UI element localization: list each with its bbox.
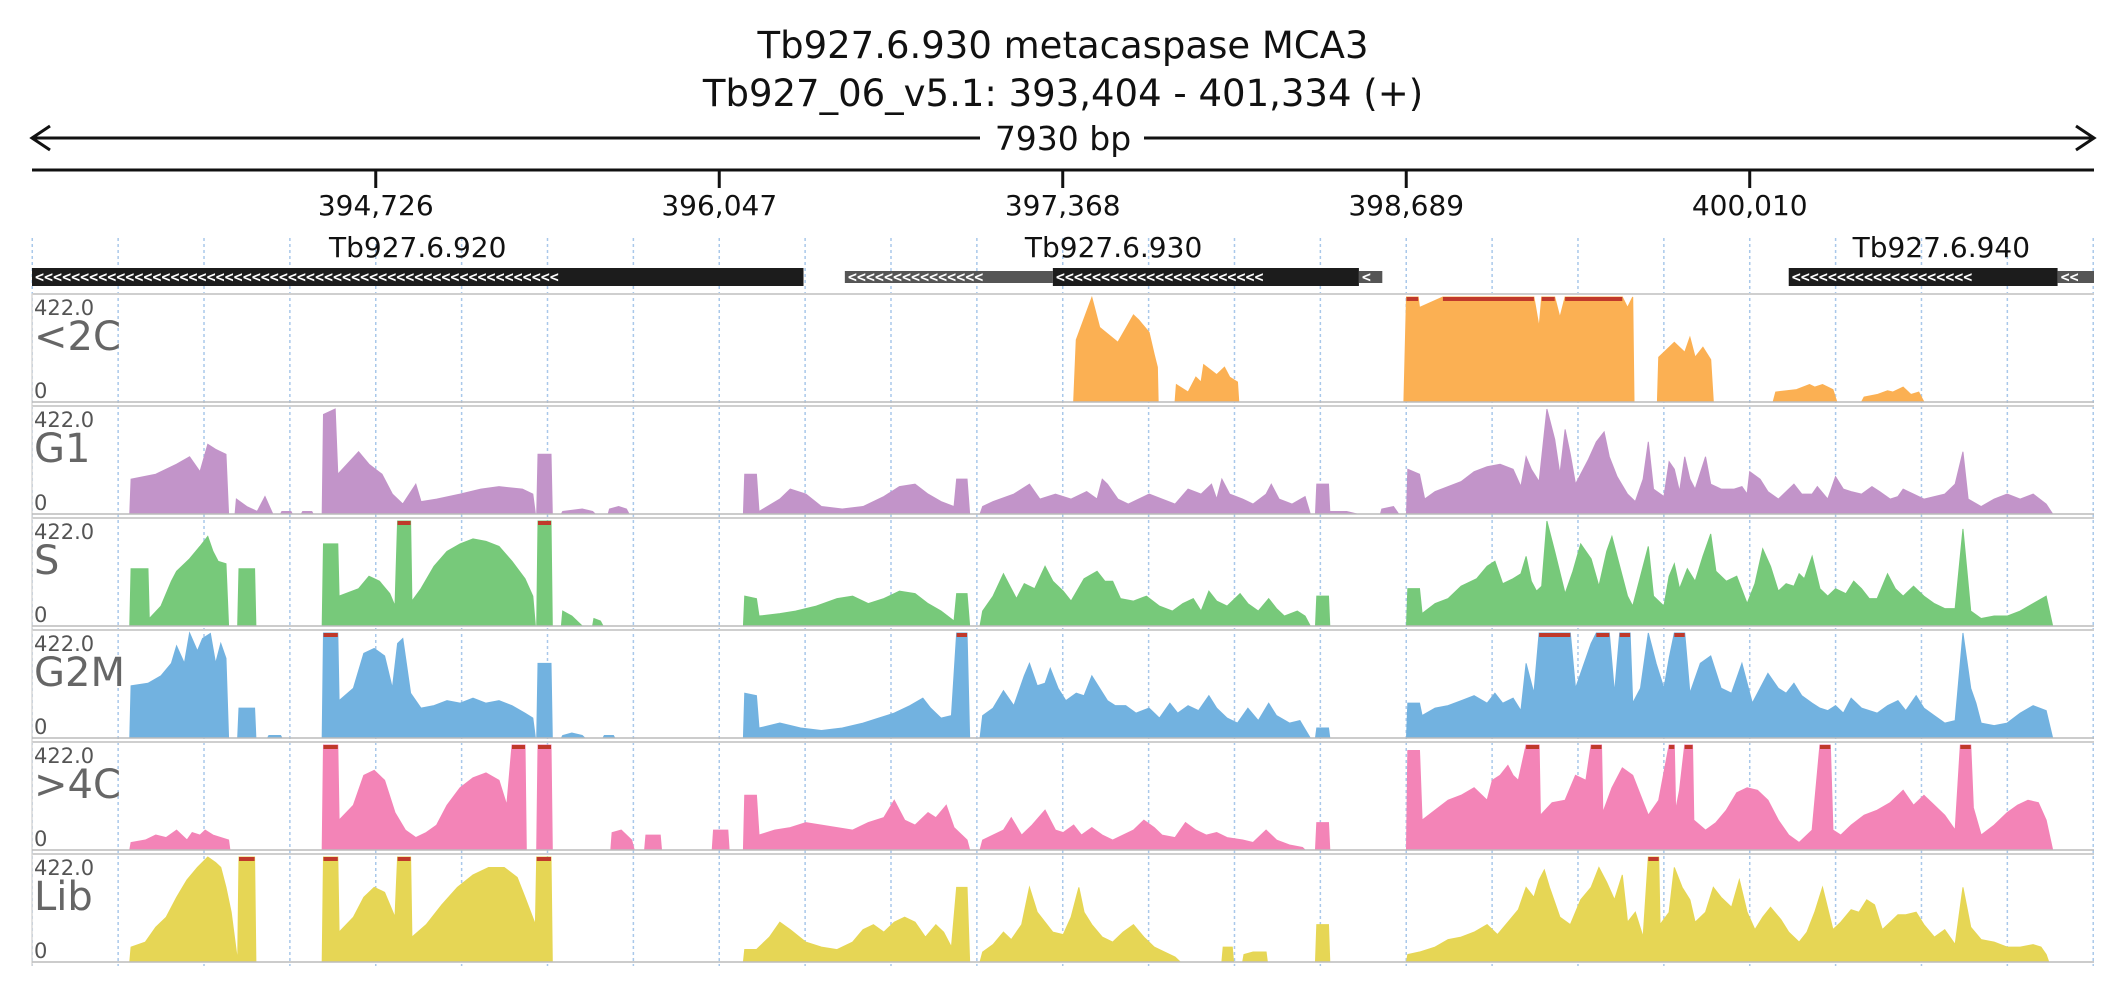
strand-chevrons: <<<<<<<<<<<<<<<<<<<<<<<<<<<<<<<<<<<<<<<<… <box>35 268 559 286</box>
coverage-area <box>1073 295 1925 403</box>
gene-utr-block <box>1358 271 1383 283</box>
coverage-area <box>129 408 2054 515</box>
coverage-area <box>129 856 2050 963</box>
track-name: S <box>34 538 59 584</box>
gene-label: Tb927.6.920 <box>328 231 506 264</box>
strand-chevrons: < <box>1362 268 1371 286</box>
y-max-label: 422.0 <box>34 632 94 656</box>
clip-indicator <box>1669 745 1675 749</box>
clip-indicator <box>1591 745 1602 749</box>
clip-indicator <box>538 521 552 525</box>
tick-label: 397,368 <box>1005 189 1121 222</box>
gene-feature[interactable]: <<<<<<<<<<<<<<<<<<<< <<Tb927.6.940 <box>1788 231 2094 286</box>
y-min-label: 0 <box>34 715 47 739</box>
clip-indicator <box>397 521 411 525</box>
coverage-area <box>129 631 2054 739</box>
tick-label: 396,047 <box>661 189 777 222</box>
clip-indicator <box>1819 745 1831 749</box>
strand-chevrons: <<<<<<<<<<<<<<<<<<<<<<< <box>1056 268 1264 286</box>
track-name: G1 <box>34 426 90 472</box>
coverage-track: 422.0 0 Lib <box>31 853 2094 966</box>
clip-indicator <box>397 857 411 861</box>
strand-chevrons: << <box>2061 268 2079 286</box>
clip-indicator <box>1526 745 1540 749</box>
clip-indicator <box>323 633 338 637</box>
strand-chevrons: <<<<<<<<<<<<<<< <box>848 268 983 286</box>
y-min-label: 0 <box>34 491 47 515</box>
left-arrowhead-icon <box>29 124 51 152</box>
chart-subtitle-locus: Tb927_06_v5.1: 393,404 - 401,334 (+) <box>702 72 1423 115</box>
clip-indicator <box>1406 297 1419 301</box>
gene-cds-block <box>1788 268 2058 286</box>
gene-label: Tb927.6.930 <box>1024 231 1202 264</box>
coverage-track: 422.0 0 G2M <box>31 629 2094 742</box>
coverage-area <box>129 744 2054 851</box>
gene-cds-block <box>32 268 804 286</box>
clip-indicator <box>1442 297 1534 301</box>
tick-label: 394,726 <box>318 189 434 222</box>
clip-indicator <box>1541 297 1555 301</box>
clip-indicator <box>1565 297 1623 301</box>
clip-indicator <box>1648 857 1659 861</box>
clip-indicator <box>1619 633 1631 637</box>
gene-utr-block <box>2057 271 2094 283</box>
y-min-label: 0 <box>34 603 47 627</box>
y-max-label: 422.0 <box>34 744 94 768</box>
strand-chevrons: <<<<<<<<<<<<<<<<<<<< <box>1792 268 1973 286</box>
tick-label: 400,010 <box>1692 189 1808 222</box>
chart-title: Tb927.6.930 metacaspase MCA3 <box>756 24 1368 67</box>
y-min-label: 0 <box>34 827 47 851</box>
tick-label: 398,689 <box>1348 189 1464 222</box>
clip-indicator <box>1674 633 1685 637</box>
coverage-area <box>129 520 2054 627</box>
clip-indicator <box>238 857 255 861</box>
clip-indicator <box>956 633 968 637</box>
clip-indicator <box>1960 745 1971 749</box>
gene-label: Tb927.6.940 <box>1852 231 2030 264</box>
span-ruler: 7930 bp <box>29 119 2097 158</box>
track-name: <2C <box>34 314 121 360</box>
coverage-tracks: 422.00<2C422.00G1422.00S422.00G2M422.00>… <box>31 293 2094 966</box>
coverage-track: 422.0 0 >4C <box>31 741 2094 854</box>
clip-indicator <box>1539 633 1571 637</box>
clip-indicator <box>1684 745 1693 749</box>
gene-feature[interactable]: <<<<<<<<<<<<<<<<<<<<<<<<<<<<<<<<<<<<<<<<… <box>32 231 804 286</box>
coverage-track: 422.0 0 G1 <box>31 405 2094 518</box>
clip-indicator <box>323 857 338 861</box>
right-arrowhead-icon <box>2075 124 2097 152</box>
gene-utr-block <box>844 271 1053 283</box>
clip-indicator <box>323 745 338 749</box>
coverage-track: 422.0 0 <2C <box>31 293 2094 406</box>
coordinate-ticks: 394,726 396,047 397,368 398,689 400,010 <box>318 170 1808 222</box>
gene-track: <<<<<<<<<<<<<<<<<<<<<<<<<<<<<<<<<<<<<<<<… <box>32 231 2094 286</box>
clip-indicator <box>512 745 526 749</box>
track-name: >4C <box>34 762 121 808</box>
y-max-label: 422.0 <box>34 296 94 320</box>
y-min-label: 0 <box>34 379 47 403</box>
coverage-track: 422.0 0 S <box>31 517 2094 630</box>
span-length-label: 7930 bp <box>995 119 1131 158</box>
track-name: G2M <box>34 650 125 696</box>
y-min-label: 0 <box>34 939 47 963</box>
clip-indicator <box>1596 633 1610 637</box>
y-max-label: 422.0 <box>34 408 94 432</box>
gene-feature[interactable]: <<<<<<<<<<<<<<< <<<<<<<<<<<<<<<<<<<<<<< <T… <box>844 231 1383 286</box>
track-name: Lib <box>34 874 93 920</box>
y-max-label: 422.0 <box>34 856 94 880</box>
clip-indicator <box>538 745 552 749</box>
gene-cds-block <box>1052 268 1359 286</box>
y-max-label: 422.0 <box>34 520 94 544</box>
clip-indicator <box>536 857 552 861</box>
